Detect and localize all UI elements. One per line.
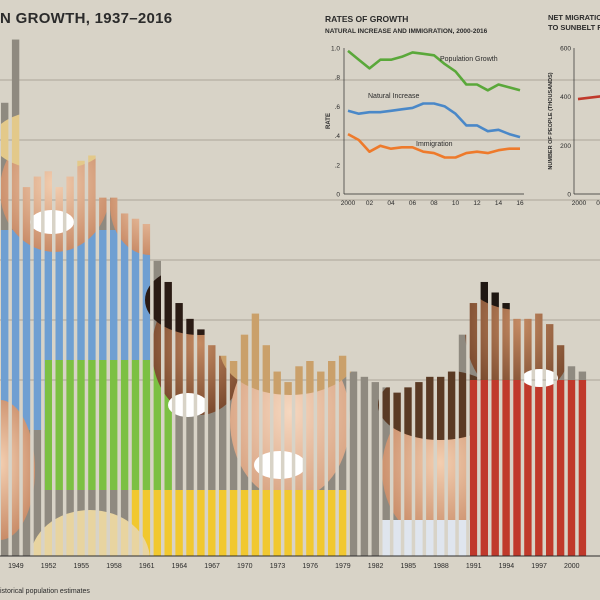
- inset1-series-2: [347, 132, 520, 159]
- inset1-x-tick-14: 14: [495, 200, 503, 207]
- inset2-series-0: [577, 95, 600, 101]
- inset2-y-tick-0: 0: [567, 192, 571, 199]
- inset2-x-tick-1: 0: [596, 200, 600, 207]
- inset1-title: RATES OF GROWTH: [325, 14, 408, 24]
- inset1-y-tick-1: .8: [335, 75, 341, 82]
- main-x-tick-1985: 1985: [401, 563, 417, 570]
- inset2-y-tick-600: 600: [560, 46, 571, 53]
- inset1-y-tick-3: .4: [335, 133, 341, 140]
- inset1-series-0: [347, 49, 521, 92]
- inset1-x-tick-16: 16: [516, 200, 524, 207]
- main-title: N GROWTH, 1937–2016: [0, 10, 173, 27]
- main-x-tick-1961: 1961: [139, 563, 155, 570]
- inset1-x-tick-10: 10: [452, 200, 460, 207]
- main-x-tick-1976: 1976: [302, 563, 318, 570]
- inset2-y-tick-400: 400: [560, 94, 571, 101]
- inset1-series-1: [347, 102, 521, 139]
- inset1-y-tick-4: .2: [335, 162, 341, 169]
- inset2-title: NET MIGRATIO: [548, 13, 600, 22]
- main-x-tick-1967: 1967: [204, 563, 220, 570]
- inset1-x-tick-04: 04: [387, 200, 395, 207]
- main-x-tick-1970: 1970: [237, 563, 253, 570]
- inset2-y-tick-200: 200: [560, 143, 571, 150]
- inset1-series-label-0: Population Growth: [440, 56, 498, 63]
- main-x-tick-2000: 2000: [564, 563, 580, 570]
- inset1-x-tick-12: 12: [473, 200, 481, 207]
- main-x-tick-1982: 1982: [368, 563, 384, 570]
- inset1-x-tick-08: 08: [430, 200, 438, 207]
- inset1-x-tick-02: 02: [366, 200, 374, 207]
- main-x-tick-1994: 1994: [499, 563, 515, 570]
- inset1-series-label-2: Immigration: [416, 141, 453, 148]
- main-x-tick-1955: 1955: [74, 563, 90, 570]
- inset1-y-tick-5: 0: [336, 192, 340, 199]
- main-x-tick-1958: 1958: [106, 563, 122, 570]
- main-x-tick-1997: 1997: [531, 563, 547, 570]
- inset2-x-tick-0: 2000: [572, 200, 587, 207]
- rates-of-growth-chart: RATES OF GROWTH NATURAL INCREASE AND IMMI…: [325, 14, 524, 207]
- main-gridlines: [0, 79, 600, 381]
- source-footnote: istorical population estimates: [0, 588, 90, 595]
- inset2-subtitle: TO SUNBELT R: [548, 23, 600, 32]
- inset1-x-tick-06: 06: [409, 200, 417, 207]
- inset1-series-label-1: Natural Increase: [368, 93, 419, 100]
- main-x-tick-1991: 1991: [466, 563, 482, 570]
- main-x-tick-1979: 1979: [335, 563, 351, 570]
- inset1-x-tick-2000: 2000: [341, 200, 356, 207]
- inset2-y-label: NUMBER OF PEOPLE (THOUSANDS): [548, 72, 554, 169]
- inset1-y-tick-2: .6: [335, 104, 341, 111]
- inset1-y-label: RATE: [326, 113, 332, 129]
- main-x-tick-1952: 1952: [41, 563, 57, 570]
- main-x-tick-1973: 1973: [270, 563, 286, 570]
- main-x-tick-1949: 1949: [8, 563, 24, 570]
- main-x-tick-1988: 1988: [433, 563, 449, 570]
- inset1-y-tick-0: 1.0: [331, 46, 340, 53]
- main-x-tick-1964: 1964: [172, 563, 188, 570]
- main-x-axis: 1949 1952 1955 1958 1961 1964 1967 1970 1973 1976…: [0, 555, 600, 570]
- inset1-subtitle: NATURAL INCREASE AND IMMIGRATION, 2000-2…: [325, 28, 488, 35]
